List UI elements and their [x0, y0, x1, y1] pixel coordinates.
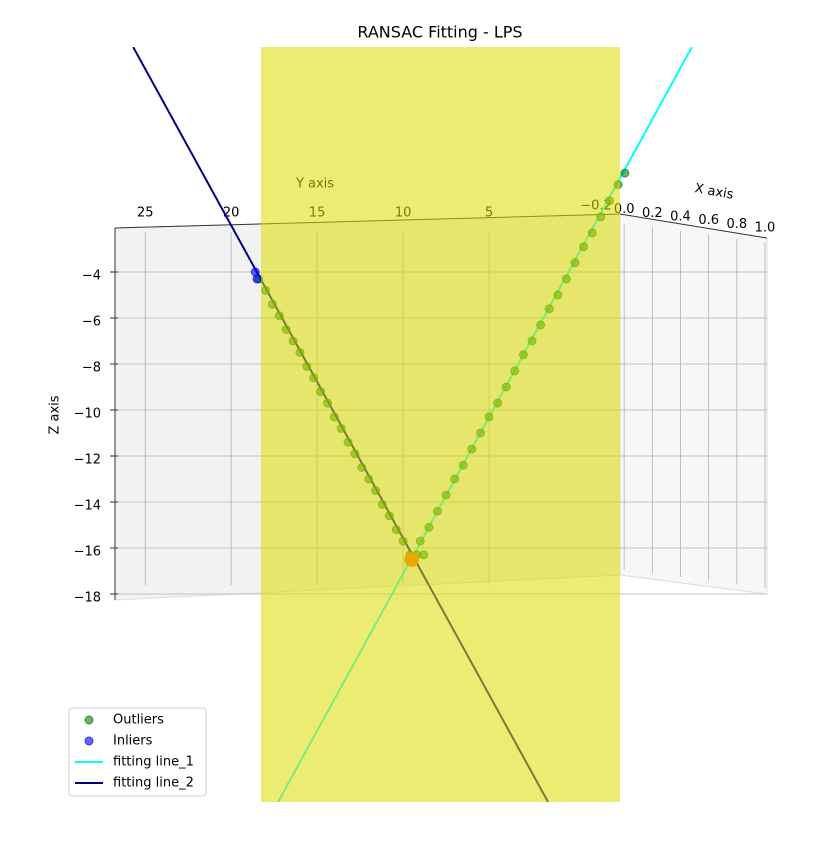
z-tick-label: −8 — [82, 361, 101, 376]
legend-label: Outliers — [113, 713, 164, 728]
z-tick-label: −10 — [74, 407, 101, 422]
x-tick-label: 0.4 — [670, 210, 691, 225]
y-tick-label: 25 — [137, 206, 154, 221]
axis-line — [619, 213, 768, 239]
point — [252, 274, 262, 284]
legend-label: fitting line_1 — [113, 755, 194, 770]
chart-title: RANSAC Fitting - LPS — [357, 23, 522, 42]
z-tick-label: −14 — [74, 499, 101, 514]
plane — [261, 47, 620, 802]
legend-label: Inliers — [113, 734, 153, 749]
x-axis-label: X axis — [693, 181, 734, 203]
legend-box — [68, 707, 207, 797]
x-tick-label: 0.2 — [642, 206, 663, 221]
legend-marker — [84, 736, 94, 746]
point — [620, 168, 630, 178]
z-tick-label: −12 — [74, 453, 101, 468]
legend-label: fitting line_2 — [113, 776, 194, 791]
z-tick-label: −18 — [74, 591, 101, 606]
x-tick-label: 1.0 — [755, 221, 776, 236]
z-axis-label: Z axis — [48, 395, 63, 434]
x-tick-label: 0.8 — [726, 217, 747, 232]
x-tick-label: 0.6 — [698, 213, 719, 228]
z-tick-label: −4 — [82, 269, 101, 284]
legend-marker — [84, 715, 94, 725]
side-pane — [619, 213, 768, 595]
z-tick-label: −6 — [82, 315, 101, 330]
z-tick-label: −16 — [74, 545, 101, 560]
